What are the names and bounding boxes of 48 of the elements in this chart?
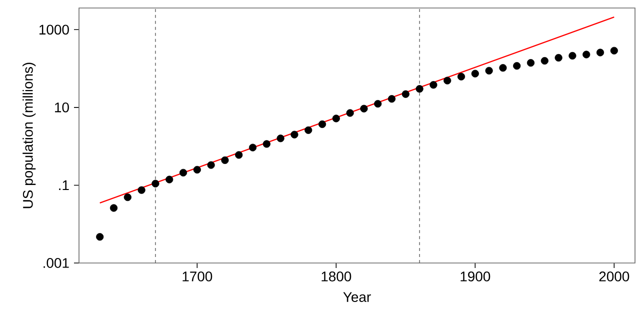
point [262, 140, 270, 148]
point [276, 134, 284, 142]
point [332, 114, 340, 122]
point [248, 144, 257, 152]
point [193, 166, 201, 174]
point [513, 62, 521, 70]
point [207, 161, 215, 169]
point [471, 70, 479, 78]
point [374, 100, 382, 108]
point [166, 176, 174, 184]
x-tick-label: 1900 [460, 272, 490, 282]
point [430, 81, 438, 89]
y-tick-label: .001 [44, 258, 69, 268]
point [526, 59, 535, 67]
x-tick-label: 1800 [322, 272, 352, 282]
y-axis-title: US population (millions) [22, 62, 36, 208]
point [221, 156, 229, 164]
x-axis-title: Year [343, 292, 371, 302]
point [346, 109, 354, 117]
point [499, 64, 507, 72]
point [110, 204, 118, 212]
point [610, 46, 618, 54]
point [138, 186, 146, 194]
point [416, 85, 424, 93]
point [457, 72, 466, 80]
point [96, 233, 104, 241]
point [360, 104, 368, 112]
point [540, 57, 548, 65]
point [388, 95, 396, 103]
point [124, 193, 132, 202]
point [582, 50, 590, 58]
point [318, 120, 326, 128]
point [568, 52, 576, 60]
point [554, 54, 562, 62]
point [444, 76, 452, 84]
point [235, 151, 243, 159]
point [290, 130, 298, 138]
y-tick-label: 10 [55, 102, 69, 112]
point [402, 90, 410, 98]
point [152, 180, 160, 188]
x-tick-label: 1700 [182, 272, 212, 282]
point [304, 126, 312, 134]
y-tick-label: 1000 [40, 24, 69, 35]
point [485, 66, 493, 74]
point [596, 48, 604, 56]
point [179, 168, 188, 176]
y-tick-label: .1 [59, 180, 69, 190]
x-tick-label: 2000 [599, 272, 630, 282]
